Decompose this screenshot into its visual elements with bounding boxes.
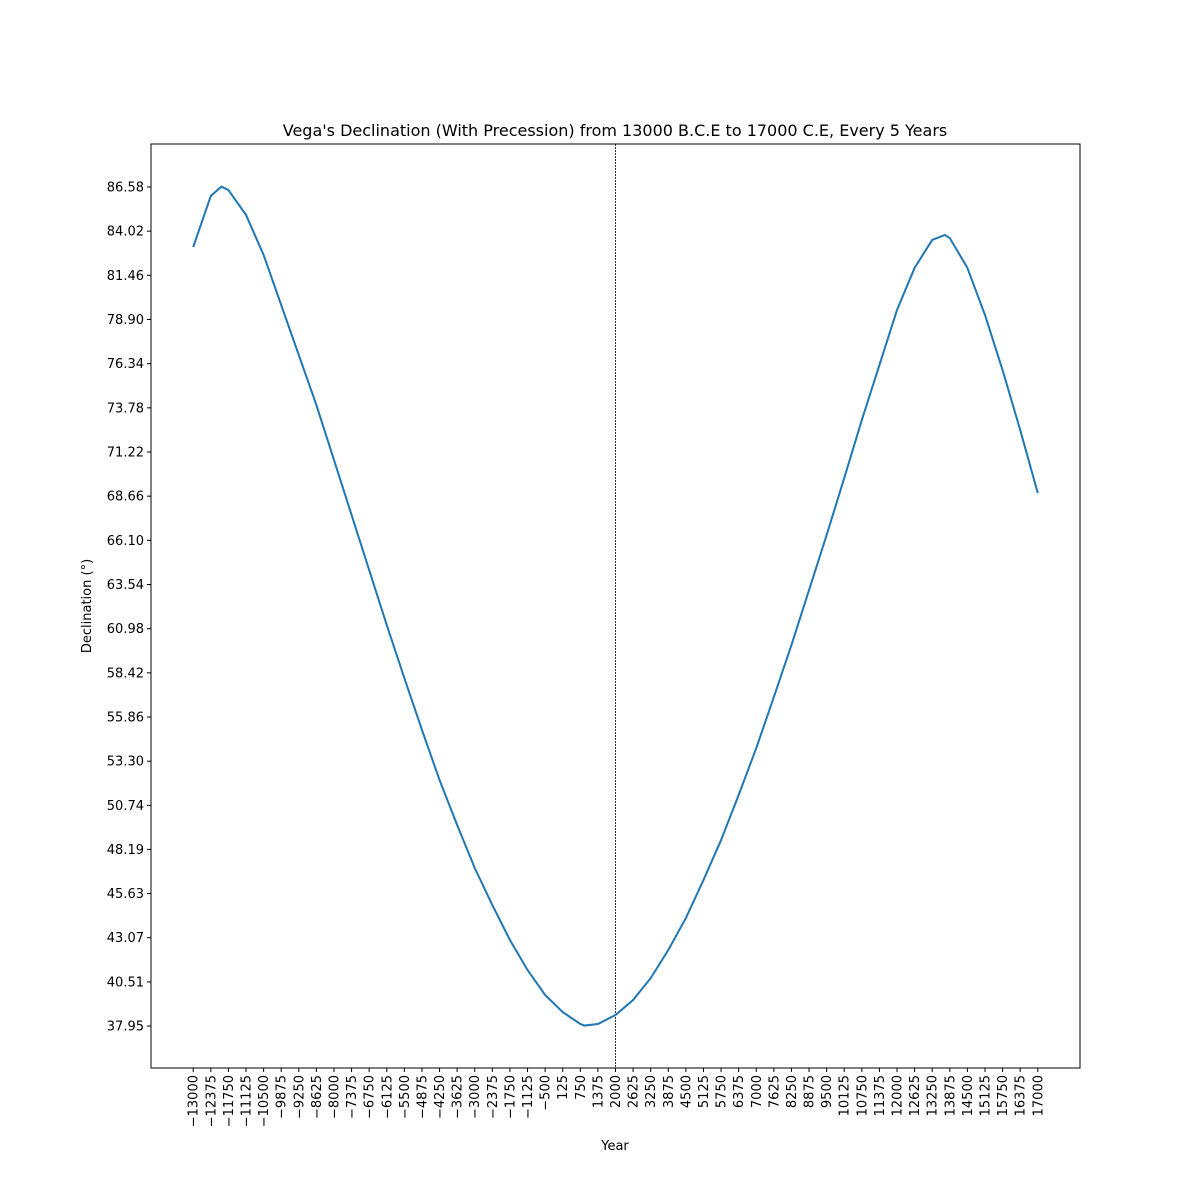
x-tick-label: 2625 — [627, 1075, 642, 1108]
x-tick-label: −3625 — [451, 1075, 466, 1119]
x-tick-label: −6125 — [380, 1075, 395, 1119]
y-tick-label: 66.10 — [107, 534, 144, 549]
x-tick-label: 3875 — [662, 1075, 677, 1108]
x-tick-label: −1750 — [503, 1075, 518, 1119]
x-tick-label: 8875 — [803, 1075, 818, 1108]
x-tick-label: −13000 — [187, 1075, 202, 1127]
y-tick-label: 55.86 — [107, 711, 144, 726]
x-tick-label: −10500 — [257, 1075, 272, 1127]
x-tick-label: −6750 — [363, 1075, 378, 1119]
x-tick-label: 8250 — [785, 1075, 800, 1108]
y-axis-label: Declination (°) — [80, 559, 95, 653]
y-tick-label: 73.78 — [107, 401, 144, 416]
x-tick-label: 14500 — [961, 1075, 976, 1116]
y-tick-label: 45.63 — [107, 887, 144, 902]
y-tick-label: 53.30 — [107, 755, 144, 770]
x-tick-label: 11375 — [873, 1075, 888, 1116]
chart-title: Vega's Declination (With Precession) fro… — [283, 121, 948, 140]
x-tick-label: −8625 — [310, 1075, 325, 1119]
y-tick-label: 71.22 — [107, 446, 144, 461]
x-tick-label: 9500 — [820, 1075, 835, 1108]
x-axis-label: Year — [600, 1139, 629, 1154]
x-tick-label: −9875 — [275, 1075, 290, 1119]
y-tick-label: 50.74 — [107, 799, 144, 814]
plot-frame — [150, 143, 1081, 1069]
y-tick-label: 86.58 — [107, 180, 144, 195]
y-tick-label: 40.51 — [107, 975, 144, 990]
x-tick-label: 5125 — [697, 1075, 712, 1108]
y-tick-label: 37.95 — [107, 1020, 144, 1035]
y-tick-label: 48.19 — [107, 843, 144, 858]
x-tick-label: 125 — [556, 1075, 571, 1100]
x-tick-label: 15750 — [996, 1075, 1011, 1116]
x-tick-label: −11750 — [222, 1075, 237, 1127]
x-tick-label: −12375 — [204, 1075, 219, 1127]
x-tick-label: 13875 — [943, 1075, 958, 1116]
x-tick-label: 12625 — [908, 1075, 923, 1116]
x-tick-label: 7625 — [767, 1075, 782, 1108]
y-tick-label: 43.07 — [107, 931, 144, 946]
x-tick-label: −5500 — [398, 1075, 413, 1119]
y-tick-label: 84.02 — [107, 225, 144, 240]
x-tick-label: 10125 — [838, 1075, 853, 1116]
x-tick-label: 10750 — [855, 1075, 870, 1116]
x-tick-label: −9250 — [292, 1075, 307, 1119]
x-tick-label: 12000 — [891, 1075, 906, 1116]
x-tick-label: −7375 — [345, 1075, 360, 1119]
x-tick-label: 6375 — [732, 1075, 747, 1108]
x-tick-label: 15125 — [978, 1075, 993, 1116]
x-tick-label: 7000 — [750, 1075, 765, 1108]
x-tick-label: −3000 — [468, 1075, 483, 1119]
x-tick-label: 16375 — [1014, 1075, 1029, 1116]
x-tick-label: −8000 — [327, 1075, 342, 1119]
x-tick-label: −2375 — [486, 1075, 501, 1119]
x-tick-label: −11125 — [240, 1075, 255, 1127]
x-tick-label: 2000 — [609, 1075, 624, 1108]
x-tick-label: 1375 — [591, 1075, 606, 1108]
x-tick-label: 13250 — [926, 1075, 941, 1116]
y-tick-label: 76.34 — [107, 357, 144, 372]
y-tick-label: 63.54 — [107, 578, 144, 593]
x-tick-label: 3250 — [644, 1075, 659, 1108]
x-tick-label: −500 — [539, 1075, 554, 1111]
x-tick-label: −1125 — [521, 1075, 536, 1119]
x-tick-label: 5750 — [715, 1075, 730, 1108]
y-tick-label: 58.42 — [107, 666, 144, 681]
y-tick-label: 78.90 — [107, 313, 144, 328]
y-tick-label: 81.46 — [107, 269, 144, 284]
x-tick-label: 4500 — [679, 1075, 694, 1108]
x-tick-label: −4250 — [433, 1075, 448, 1119]
data-line — [192, 185, 1039, 1027]
y-tick-label: 60.98 — [107, 622, 144, 637]
x-tick-label: −4875 — [415, 1075, 430, 1119]
x-tick-label: 17000 — [1031, 1075, 1046, 1116]
x-tick-label: 750 — [574, 1075, 589, 1100]
y-tick-label: 68.66 — [107, 490, 144, 505]
